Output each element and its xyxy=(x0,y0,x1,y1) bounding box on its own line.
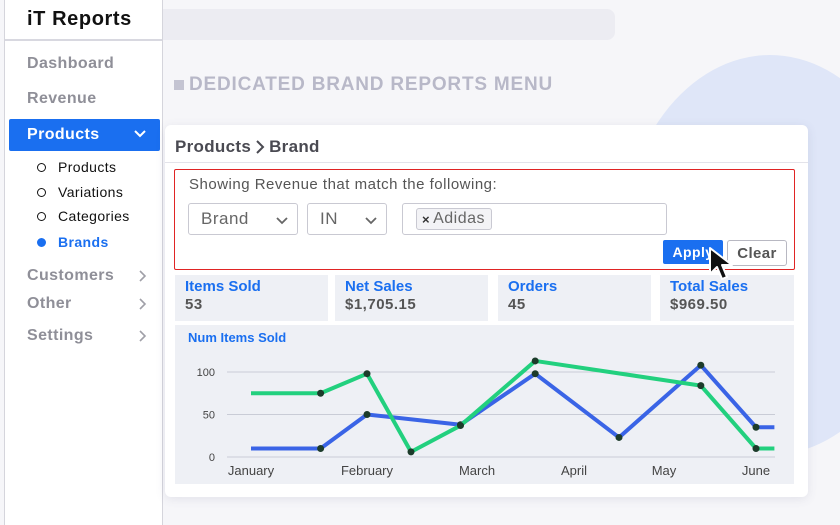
operator-select-value: IN xyxy=(320,209,338,228)
value-tag-input[interactable]: × Adidas xyxy=(402,203,667,235)
stat-label: Orders xyxy=(508,278,558,295)
x-tick-label: January xyxy=(228,463,275,478)
circle-bullet-icon xyxy=(37,187,46,197)
subitem-brands[interactable]: Brands xyxy=(37,234,109,250)
y-tick-label: 50 xyxy=(203,410,215,422)
sidebar-item-label: Dashboard xyxy=(27,55,115,72)
stat-orders: Orders 45 xyxy=(498,275,651,321)
subitem-categories[interactable]: Categories xyxy=(37,208,130,224)
sidebar-item-dashboard[interactable]: Dashboard xyxy=(5,50,162,78)
subitem-products[interactable]: Products xyxy=(37,159,116,175)
sidebar-item-label: Products xyxy=(27,126,100,143)
sidebar: iT Reports Dashboard Revenue Products Pr… xyxy=(4,0,163,525)
stat-value: 53 xyxy=(185,296,203,313)
circle-bullet-icon xyxy=(37,162,46,172)
clear-button[interactable]: Clear xyxy=(727,240,787,266)
sidebar-item-products[interactable]: Products xyxy=(9,119,160,151)
data-point xyxy=(363,370,371,378)
circle-bullet-icon xyxy=(37,211,46,221)
data-point xyxy=(317,445,325,452)
breadcrumb-current: Brand xyxy=(269,137,320,156)
square-bullet-icon xyxy=(174,80,184,90)
subitem-label: Categories xyxy=(58,208,130,224)
chart-title: Num Items Sold xyxy=(188,330,287,345)
data-point xyxy=(531,357,539,365)
stat-value: $969.50 xyxy=(670,296,728,313)
x-tick-label: April xyxy=(561,463,587,478)
sidebar-item-other[interactable]: Other xyxy=(5,290,162,318)
report-card: Products Brand Showing Revenue that matc… xyxy=(165,125,808,497)
stat-value: 45 xyxy=(508,296,526,313)
subitem-label: Brands xyxy=(58,234,109,250)
stat-label: Items Sold xyxy=(185,278,261,295)
data-point xyxy=(697,382,705,390)
sidebar-item-label: Settings xyxy=(27,327,94,344)
field-select[interactable]: Brand xyxy=(188,203,298,235)
sidebar-item-revenue[interactable]: Revenue xyxy=(5,85,162,113)
divider xyxy=(165,162,808,163)
chevron-right-icon xyxy=(139,330,147,342)
y-tick-label: 0 xyxy=(209,452,215,464)
data-point xyxy=(697,361,705,369)
data-point xyxy=(615,433,623,441)
chevron-right-icon xyxy=(256,140,265,154)
line-chart: 0 50 100 January February March April May June xyxy=(197,357,775,478)
data-point xyxy=(457,422,464,430)
subitem-variations[interactable]: Variations xyxy=(37,184,123,200)
stat-total-sales: Total Sales $969.50 xyxy=(660,275,794,321)
filter-title: Showing Revenue that match the following… xyxy=(189,176,498,193)
x-tick-label: March xyxy=(459,463,495,478)
data-point xyxy=(363,411,371,418)
x-tick-label: June xyxy=(742,463,770,478)
page-title-text: DEDICATED BRAND REPORTS MENU xyxy=(189,74,554,95)
operator-select[interactable]: IN xyxy=(307,203,387,235)
data-point xyxy=(752,423,760,431)
field-select-value: Brand xyxy=(201,209,249,228)
subitem-label: Products xyxy=(58,159,117,175)
data-point xyxy=(407,448,415,456)
remove-tag-icon[interactable]: × xyxy=(422,211,431,227)
data-point xyxy=(752,445,760,452)
data-point xyxy=(531,370,539,378)
page-title: DEDICATED BRAND REPORTS MENU xyxy=(174,74,553,96)
x-tick-label: May xyxy=(652,463,677,478)
sidebar-item-label: Customers xyxy=(27,267,115,284)
filter-panel: Showing Revenue that match the following… xyxy=(174,169,795,270)
mouse-pointer-icon xyxy=(709,247,733,280)
filled-bullet-icon xyxy=(37,237,46,247)
series-line-0 xyxy=(251,363,775,451)
stat-label: Net Sales xyxy=(345,278,413,295)
value-tag-label: Adidas xyxy=(433,210,486,227)
series-line-1 xyxy=(251,358,775,454)
items-sold-chart: Num Items Sold 0 50 100 January February Marc… xyxy=(175,325,794,484)
subitem-label: Variations xyxy=(58,184,124,200)
value-tag: × Adidas xyxy=(416,208,493,230)
chevron-right-icon xyxy=(139,298,147,310)
app-title: iT Reports xyxy=(5,0,162,41)
y-tick-label: 100 xyxy=(197,367,215,379)
sidebar-item-label: Revenue xyxy=(27,90,97,107)
breadcrumb-parent[interactable]: Products xyxy=(175,137,252,156)
stat-net-sales: Net Sales $1,705.15 xyxy=(335,275,488,321)
stat-value: $1,705.15 xyxy=(345,296,417,313)
stat-items-sold: Items Sold 53 xyxy=(175,275,328,321)
x-tick-label: February xyxy=(341,463,394,478)
breadcrumb: Products Brand xyxy=(175,137,320,157)
data-point xyxy=(317,389,325,397)
chevron-down-icon xyxy=(134,130,146,138)
top-search-bar xyxy=(163,9,615,40)
chevron-right-icon xyxy=(139,270,147,282)
chevron-down-icon xyxy=(365,217,377,225)
sidebar-item-label: Other xyxy=(27,295,72,312)
sidebar-item-settings[interactable]: Settings xyxy=(5,322,162,350)
stat-label: Total Sales xyxy=(670,278,749,295)
chevron-down-icon xyxy=(276,217,288,225)
sidebar-item-customers[interactable]: Customers xyxy=(5,262,162,290)
